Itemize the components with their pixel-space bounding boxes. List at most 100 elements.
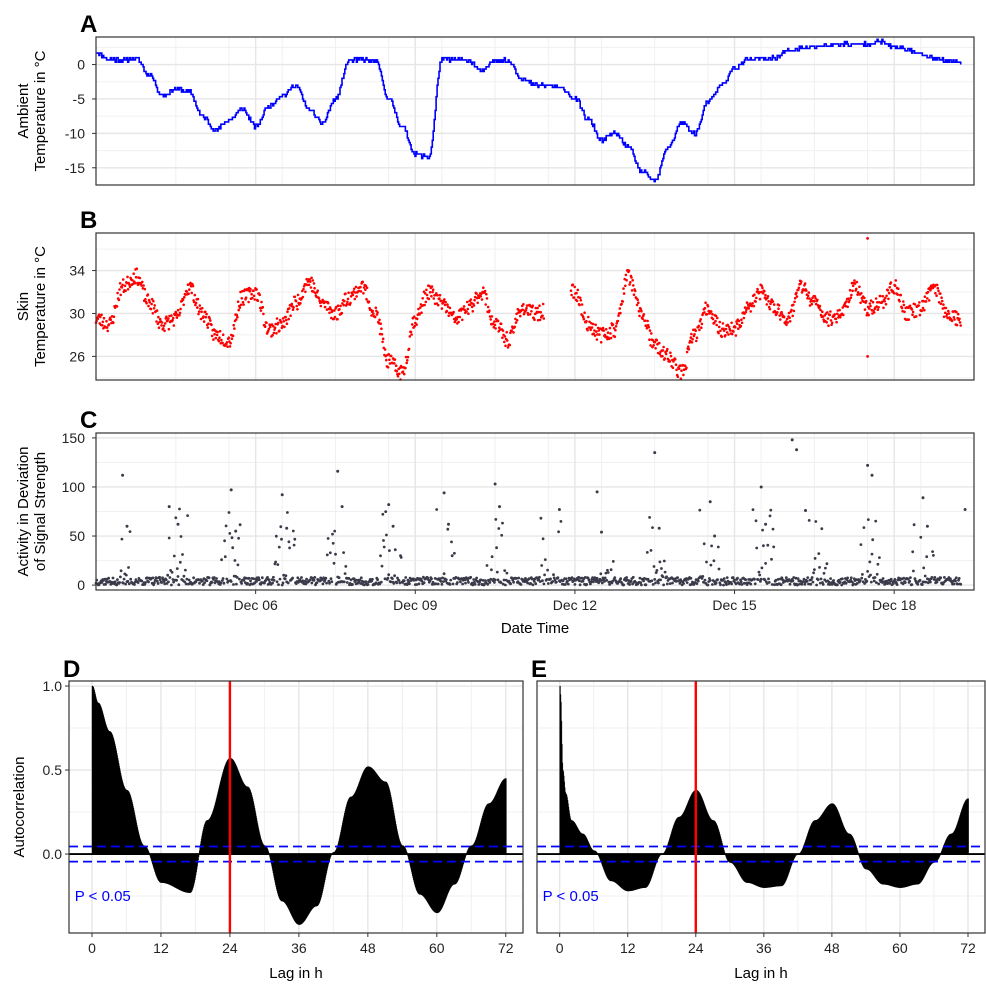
data-point xyxy=(489,577,493,581)
data-point xyxy=(648,516,651,519)
data-point xyxy=(181,298,185,302)
data-point xyxy=(359,582,362,585)
data-point xyxy=(100,323,104,327)
data-point xyxy=(370,314,373,317)
data-point xyxy=(731,576,735,579)
data-point xyxy=(646,323,650,327)
data-point xyxy=(872,579,876,583)
data-point xyxy=(222,581,226,585)
data-point xyxy=(884,302,888,306)
data-point xyxy=(228,345,232,348)
data-point xyxy=(163,322,167,325)
data-point xyxy=(755,546,759,550)
data-point xyxy=(676,375,680,379)
data-point xyxy=(538,580,542,583)
data-point xyxy=(398,372,401,376)
data-point xyxy=(503,335,507,338)
data-point xyxy=(446,527,450,531)
data-point xyxy=(763,289,766,293)
data-point xyxy=(238,577,241,581)
data-point xyxy=(813,299,816,303)
data-point xyxy=(170,583,173,587)
data-point xyxy=(467,312,470,316)
data-point xyxy=(218,329,222,333)
data-point xyxy=(358,578,362,582)
data-point xyxy=(939,292,942,295)
x-tick-label: 36 xyxy=(291,940,307,956)
data-point xyxy=(379,322,383,326)
data-point xyxy=(349,301,352,305)
data-point xyxy=(865,313,869,317)
data-point xyxy=(441,301,445,305)
data-point xyxy=(606,331,610,335)
data-point xyxy=(111,576,115,580)
data-point xyxy=(393,358,397,361)
data-point xyxy=(119,569,123,573)
data-point xyxy=(349,578,353,582)
data-point xyxy=(903,581,907,584)
data-point xyxy=(614,328,617,332)
data-point xyxy=(883,300,886,303)
data-point xyxy=(236,300,240,304)
data-point xyxy=(771,527,775,531)
data-point xyxy=(687,348,691,351)
data-point xyxy=(718,320,722,324)
data-point xyxy=(409,330,413,334)
data-point xyxy=(515,312,518,316)
data-point xyxy=(738,582,742,586)
data-point xyxy=(578,583,582,587)
data-point xyxy=(200,306,204,310)
data-point xyxy=(436,582,440,586)
data-point xyxy=(287,317,291,321)
data-point xyxy=(280,493,284,497)
data-point xyxy=(163,329,166,333)
data-point xyxy=(204,310,207,314)
data-point xyxy=(250,292,253,296)
data-point xyxy=(325,581,328,585)
significance-annotation: P < 0.05 xyxy=(543,888,599,905)
data-point xyxy=(538,575,541,579)
data-point xyxy=(176,575,180,578)
data-point xyxy=(893,578,897,581)
data-point xyxy=(821,310,824,314)
data-point xyxy=(271,581,274,585)
data-point xyxy=(364,284,368,288)
data-point xyxy=(825,562,829,566)
data-point xyxy=(176,522,180,526)
data-point xyxy=(326,301,330,305)
data-point xyxy=(603,333,607,337)
data-point xyxy=(529,582,532,585)
data-point xyxy=(918,313,922,317)
data-point xyxy=(818,581,822,585)
data-point xyxy=(236,315,239,319)
data-point xyxy=(600,530,603,534)
data-point xyxy=(210,581,214,584)
data-point xyxy=(446,303,449,306)
data-point xyxy=(826,317,830,320)
x-axis-title: Date Time xyxy=(501,620,569,637)
data-point xyxy=(290,302,294,306)
data-point xyxy=(308,278,312,281)
data-point xyxy=(260,576,264,580)
data-point xyxy=(788,316,791,320)
data-point xyxy=(408,582,411,586)
data-point xyxy=(477,583,481,586)
data-point xyxy=(691,337,694,341)
data-point xyxy=(353,297,357,301)
data-point xyxy=(853,282,857,285)
data-point xyxy=(858,579,862,582)
data-point xyxy=(598,333,601,336)
data-point xyxy=(808,297,811,300)
x-tick-label: Dec 12 xyxy=(553,597,598,613)
data-point xyxy=(866,463,870,467)
data-point xyxy=(340,311,344,315)
data-point xyxy=(623,277,626,281)
data-point xyxy=(804,509,807,512)
data-point xyxy=(124,289,127,293)
data-point xyxy=(930,576,934,579)
data-point xyxy=(189,284,193,288)
data-point xyxy=(336,317,339,321)
data-point xyxy=(175,578,179,582)
data-point xyxy=(583,576,587,579)
